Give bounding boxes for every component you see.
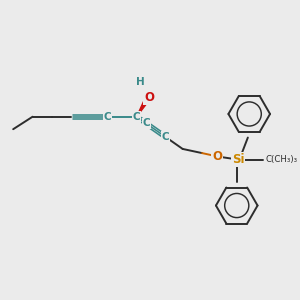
Text: C: C <box>104 112 111 122</box>
Text: C: C <box>142 118 150 128</box>
Text: O: O <box>144 91 154 104</box>
Polygon shape <box>136 94 152 117</box>
Text: Si: Si <box>232 153 244 166</box>
Text: C(CH₃)₃: C(CH₃)₃ <box>266 155 298 164</box>
Text: O: O <box>212 150 222 163</box>
Text: H: H <box>136 77 145 87</box>
Text: C: C <box>162 132 170 142</box>
Text: C: C <box>133 112 140 122</box>
